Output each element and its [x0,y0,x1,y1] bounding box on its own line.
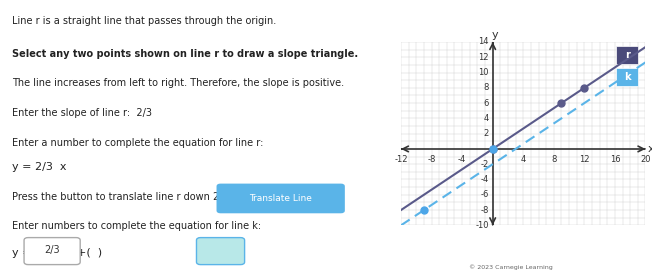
Text: Enter numbers to complete the equation for line k:: Enter numbers to complete the equation f… [12,221,261,231]
Text: Enter a number to complete the equation for line r:: Enter a number to complete the equation … [12,138,263,148]
FancyBboxPatch shape [196,238,244,265]
Text: -12: -12 [394,155,408,164]
Text: 16: 16 [610,155,620,164]
Text: y: y [492,30,498,40]
Text: y =  2/3   x +(  ): y = 2/3 x +( ) [12,248,102,258]
Text: k: k [624,72,630,82]
Text: 2: 2 [484,129,489,138]
Text: 10: 10 [479,68,489,77]
Text: Select any two points shown on line r to draw a slope triangle.: Select any two points shown on line r to… [12,49,358,59]
Text: 20: 20 [640,155,651,164]
Text: r: r [625,50,630,60]
Text: 4: 4 [484,114,489,123]
Text: 14: 14 [479,38,489,46]
Text: -4: -4 [458,155,466,164]
Text: 4: 4 [520,155,526,164]
Text: 12: 12 [479,53,489,62]
Text: The line increases from left to right. Therefore, the slope is positive.: The line increases from left to right. T… [12,78,344,88]
Text: Enter the slope of line r:  2/3: Enter the slope of line r: 2/3 [12,108,152,118]
FancyBboxPatch shape [24,238,80,265]
Bar [616,68,638,86]
Text: 2/3: 2/3 [44,245,60,255]
Text: y = 2/3  x: y = 2/3 x [12,162,67,172]
Text: 6: 6 [484,99,489,107]
Text: -10: -10 [475,221,489,230]
Text: 8: 8 [551,155,556,164]
Text: Press the button to translate line r down 2 units.: Press the button to translate line r dow… [12,192,250,202]
Text: © 2023 Carnegie Learning: © 2023 Carnegie Learning [469,264,553,270]
Text: Translate Line: Translate Line [249,194,312,203]
Text: -8: -8 [481,205,489,215]
Text: -2: -2 [481,160,489,169]
Text: -8: -8 [427,155,436,164]
Text: -6: -6 [481,190,489,199]
Text: 12: 12 [579,155,589,164]
Text: -4: -4 [481,175,489,184]
Text: 8: 8 [484,83,489,92]
Text: Line r is a straight line that passes through the origin.: Line r is a straight line that passes th… [12,16,276,26]
Bar [616,46,638,64]
Text: x: x [648,144,652,154]
FancyBboxPatch shape [216,184,345,213]
